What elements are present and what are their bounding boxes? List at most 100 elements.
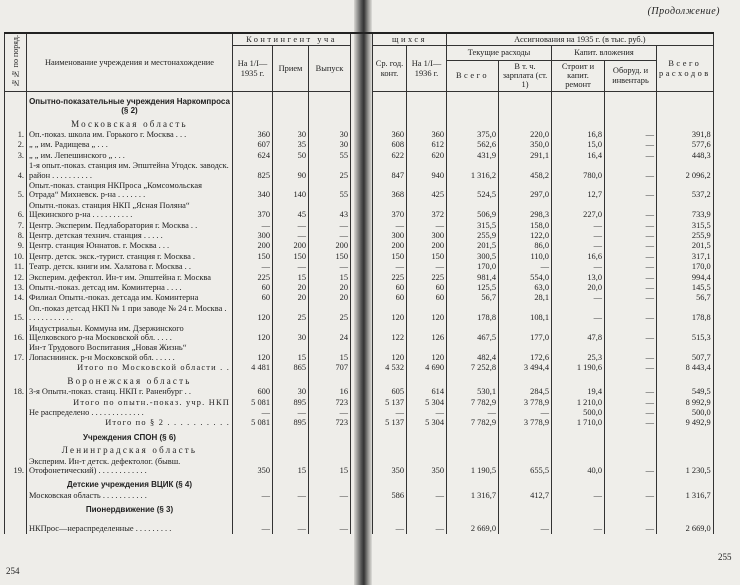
cell-current-total	[446, 427, 499, 443]
row-number	[4, 396, 27, 407]
cell-graduation	[308, 427, 351, 443]
row-name: Ленинградская область	[26, 442, 233, 456]
cell-current-total: —	[446, 406, 499, 418]
cell-avg-year	[372, 115, 407, 129]
cell-intake: —	[272, 230, 309, 241]
cell-capital-build: 780,0	[551, 160, 605, 180]
cell-on-1936: 620	[406, 149, 447, 161]
row-name: Ин-т Трудового Воспитания „Новая Жизнь“ …	[26, 342, 233, 363]
row-number	[4, 489, 27, 501]
cell-current-salary: 108,1	[498, 302, 552, 323]
cell-current-total: 201,5	[446, 240, 499, 251]
cell-capital-build: 1 210,0	[551, 396, 605, 407]
cell-on-1935: 200	[232, 240, 273, 251]
cell-current-salary: 28,1	[498, 292, 552, 303]
cell-on-1935: 120	[232, 322, 273, 343]
cell-on-1935	[232, 442, 273, 456]
cell-capital-build: 15,0	[551, 139, 605, 150]
cell-capital-equip: —	[604, 128, 657, 140]
row-number	[4, 475, 27, 490]
cell-intake	[272, 500, 309, 515]
cell-on-1936: 150	[406, 250, 447, 262]
row-name: Итого по опытн.-показ. учр. НКП	[26, 396, 233, 407]
table-row: 13. Опытн.-показ. детсад им. Коминтерна .…	[4, 282, 714, 293]
cell-graduation: 24	[308, 322, 351, 343]
cell-intake: 25	[272, 302, 309, 323]
cell-intake: 90	[272, 160, 309, 180]
cell-capital-build: 1 710,0	[551, 417, 605, 428]
cell-on-1935	[232, 500, 273, 515]
row-name: Оп.-показ детсад НКП № 1 при заводе № 24…	[26, 302, 233, 323]
cell-capital-build	[551, 91, 605, 116]
cell-on-1936: 372	[406, 199, 447, 220]
cell-total: 507,7	[656, 342, 714, 363]
cell-graduation	[308, 91, 351, 116]
row-number: 7.	[4, 219, 27, 230]
cell-avg-year: 5 137	[372, 417, 407, 428]
header-capital: Капит. вложения	[551, 45, 657, 61]
row-number	[4, 372, 27, 387]
cell-intake: 30	[272, 322, 309, 343]
cell-graduation: 43	[308, 199, 351, 220]
row-number: 17.	[4, 342, 27, 363]
table-row: 4. 1-я опыт.-показ. станция им. Эпштейна …	[4, 160, 714, 180]
cell-graduation: —	[308, 219, 351, 230]
table-row: 18. 3-я Опытн.-показ. станц. НКП г. Ранен…	[4, 386, 714, 397]
row-number	[4, 406, 27, 418]
cell-on-1936: 126	[406, 322, 447, 343]
cell-capital-equip: —	[604, 362, 657, 373]
header-graduation: Выпуск	[308, 45, 351, 92]
cell-graduation: 30	[308, 128, 351, 140]
cell-intake	[272, 115, 309, 129]
cell-intake: 30	[272, 386, 309, 397]
cell-graduation	[308, 475, 351, 490]
cell-capital-equip	[604, 372, 657, 387]
cell-on-1936: —	[406, 514, 447, 534]
row-name: Опытн.-показ. детсад им. Коминтерна . . …	[26, 282, 233, 293]
cell-capital-build: —	[551, 302, 605, 323]
row-name: Эксперим. Ин-т детск. дефектолог. (бывш.…	[26, 455, 233, 476]
cell-current-total: 7 782,9	[446, 417, 499, 428]
cell-current-total: 1 316,7	[446, 489, 499, 501]
cell-graduation: 723	[308, 417, 351, 428]
table-row: 7. Центр. Эксперим. Педлаборатория г. Мос…	[4, 219, 714, 230]
row-number: 1.	[4, 128, 27, 140]
cell-current-salary: 458,2	[498, 160, 552, 180]
row-number	[4, 417, 27, 428]
cell-current-total	[446, 500, 499, 515]
cell-avg-year: —	[372, 406, 407, 418]
cell-capital-build: 40,0	[551, 455, 605, 476]
cell-on-1935: 340	[232, 179, 273, 200]
cell-capital-equip	[604, 115, 657, 129]
header-current: Текущие расходы	[446, 45, 552, 61]
cell-avg-year: 120	[372, 342, 407, 363]
cell-graduation: 55	[308, 179, 351, 200]
cell-graduation: 55	[308, 149, 351, 161]
cell-total: 2 096,2	[656, 160, 714, 180]
row-name: Эксперим. дефектол. Ин-т им. Эпштейна г.…	[26, 271, 233, 283]
cell-avg-year	[372, 475, 407, 490]
row-number	[4, 362, 27, 373]
cell-capital-build: 12,7	[551, 179, 605, 200]
cell-avg-year: 60	[372, 282, 407, 293]
cell-graduation: 25	[308, 160, 351, 180]
cell-on-1935: 60	[232, 282, 273, 293]
cell-avg-year: —	[372, 514, 407, 534]
cell-on-1935: 360	[232, 128, 273, 140]
row-number: 16.	[4, 322, 27, 343]
row-name: „ „ им. Радищева „ . . .	[26, 139, 233, 150]
cell-on-1935	[232, 372, 273, 387]
cell-current-total: 315,5	[446, 219, 499, 230]
section-row: Воронежская область	[4, 372, 714, 387]
table-row: 15. Оп.-показ детсад НКП № 1 при заводе №…	[4, 302, 714, 323]
cell-capital-equip: —	[604, 219, 657, 230]
cell-total: 500,0	[656, 406, 714, 418]
cell-graduation: 150	[308, 250, 351, 262]
row-number: 8.	[4, 230, 27, 241]
cell-on-1936: 60	[406, 292, 447, 303]
cell-capital-equip: —	[604, 489, 657, 501]
row-number: 18.	[4, 386, 27, 397]
cell-current-salary: 220,0	[498, 128, 552, 140]
table-row: 16. Индустриальн. Коммуна им. Дзержинског…	[4, 322, 714, 343]
cell-capital-equip: —	[604, 139, 657, 150]
